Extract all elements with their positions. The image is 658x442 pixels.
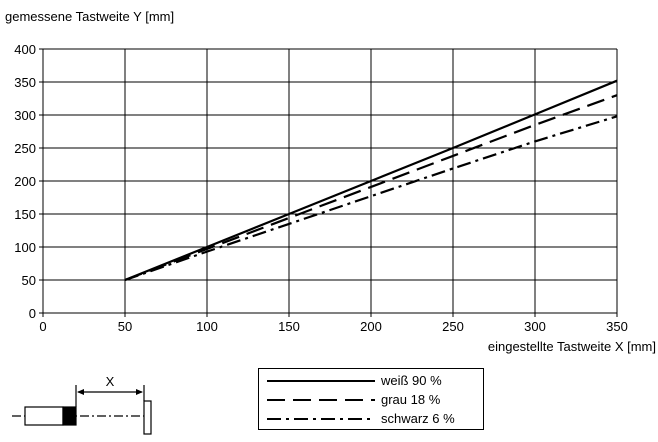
legend-label: grau 18 % xyxy=(381,392,441,407)
legend: weiß 90 % grau 18 % schwarz 6 % xyxy=(258,368,484,430)
series-line-1 xyxy=(124,94,618,282)
y-tick-label: 300 xyxy=(14,108,36,123)
tick-labels: 0 50 100 150 200 250 300 350 0 50 100 150 200 250 300 3… xyxy=(14,42,628,334)
series-line-2 xyxy=(124,115,618,282)
x-tick-label: 250 xyxy=(442,319,464,334)
legend-swatch-dashed xyxy=(267,399,375,401)
legend-label: schwarz 6 % xyxy=(381,411,455,426)
x-tick-label: 350 xyxy=(606,319,628,334)
legend-item-weiss: weiß 90 % xyxy=(259,372,483,390)
legend-label: weiß 90 % xyxy=(381,373,442,388)
series-line-0 xyxy=(124,79,618,282)
grid xyxy=(39,48,618,317)
legend-swatch-dash-dot xyxy=(267,418,375,420)
x-tick-label: 100 xyxy=(196,319,218,334)
sensor-body xyxy=(24,406,64,426)
sensor-diagram xyxy=(12,385,152,435)
sensor-lens xyxy=(62,406,77,426)
y-tick-label: 150 xyxy=(14,207,36,222)
legend-swatch-solid xyxy=(267,380,375,382)
legend-item-grau: grau 18 % xyxy=(259,391,483,409)
x-tick-label: 50 xyxy=(118,319,132,334)
y-tick-label: 0 xyxy=(29,306,36,321)
x-tick-label: 200 xyxy=(360,319,382,334)
series-lines xyxy=(124,79,618,282)
x-tick-label: 150 xyxy=(278,319,300,334)
distance-label: X xyxy=(106,374,115,389)
y-tick-label: 200 xyxy=(14,174,36,189)
x-tick-label: 0 xyxy=(39,319,46,334)
y-tick-label: 400 xyxy=(14,42,36,57)
y-tick-label: 250 xyxy=(14,141,36,156)
x-axis-label: eingestellte Tastweite X [mm] xyxy=(488,339,656,354)
y-tick-label: 350 xyxy=(14,75,36,90)
y-tick-label: 100 xyxy=(14,240,36,255)
y-axis-label: gemessene Tastweite Y [mm] xyxy=(5,9,174,24)
x-tick-label: 300 xyxy=(524,319,546,334)
dimension-arrowhead-right xyxy=(136,389,143,395)
legend-item-schwarz: schwarz 6 % xyxy=(259,410,483,428)
dimension-arrowhead-left xyxy=(77,389,84,395)
reflector-target xyxy=(143,400,152,435)
y-tick-label: 50 xyxy=(22,273,36,288)
